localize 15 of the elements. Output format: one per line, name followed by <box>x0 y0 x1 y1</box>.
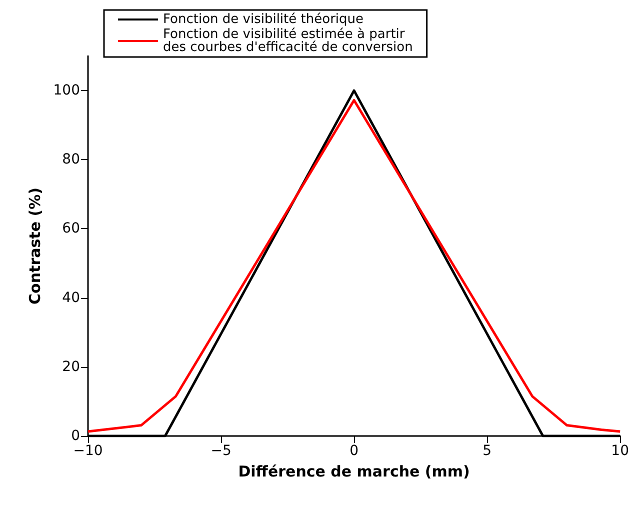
x-tick-label: −10 <box>73 443 103 459</box>
legend-label: Fonction de visibilité théorique <box>163 12 364 27</box>
x-tick-label: 5 <box>482 443 492 459</box>
x-tick-label: −5 <box>210 443 232 459</box>
x-tick-label: 0 <box>350 443 359 459</box>
x-tick-label: 10 <box>611 443 630 459</box>
y-axis-title: Contraste (%) <box>26 188 44 304</box>
y-tick-label: 40 <box>62 290 80 306</box>
y-tick-label: 0 <box>71 428 80 444</box>
y-tick-label: 100 <box>53 82 80 99</box>
y-tick-label: 80 <box>62 152 80 168</box>
y-tick-label: 20 <box>62 358 80 375</box>
x-axis-title: Différence de marche (mm) <box>238 462 470 480</box>
y-tick-label: 60 <box>62 220 80 237</box>
legend-label: Fonction de visibilité estimée à partir des courbes d'efficacité de conversion <box>163 27 413 55</box>
